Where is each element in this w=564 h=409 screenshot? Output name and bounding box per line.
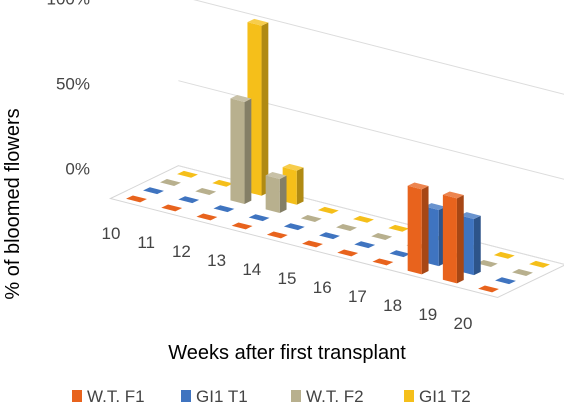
bar <box>212 179 234 187</box>
x-tick-label: 17 <box>348 287 367 306</box>
bar <box>478 285 499 293</box>
y-tick-label: 50% <box>56 75 90 94</box>
bar <box>160 179 181 186</box>
bar <box>493 251 515 259</box>
x-tick-label: 14 <box>242 260 261 279</box>
bar <box>529 260 550 268</box>
bar <box>231 222 253 230</box>
gridline-2 <box>193 0 564 95</box>
bar <box>178 196 200 204</box>
bar <box>196 213 218 221</box>
bar <box>337 249 359 257</box>
x-tick-label: 15 <box>278 269 297 288</box>
legend-label: W.T. F2 <box>306 387 364 406</box>
bar <box>230 95 252 204</box>
legend-label: W.T. F1 <box>87 387 145 406</box>
bar <box>126 195 147 203</box>
bar <box>388 224 410 232</box>
x-tick-label: 12 <box>172 242 191 261</box>
x-tick-label: 19 <box>418 305 437 324</box>
bar <box>442 191 464 284</box>
bar <box>266 231 288 239</box>
legend-swatch <box>72 390 82 402</box>
bar <box>213 205 235 213</box>
bar <box>283 223 305 231</box>
floor-plane <box>108 165 564 299</box>
bar <box>143 187 164 195</box>
legend-item: GI1 T1 <box>181 387 248 406</box>
bar <box>495 277 516 285</box>
bar <box>300 215 322 222</box>
bar <box>476 260 498 267</box>
x-axis-ticks: 10 11 12 13 14 15 16 17 18 19 20 <box>102 224 473 333</box>
bar <box>317 206 339 214</box>
legend-label: GI1 T2 <box>419 387 471 406</box>
bar <box>512 269 533 276</box>
bar <box>265 172 287 213</box>
x-tick-label: 11 <box>137 233 155 252</box>
y-axis-ticks: 0% 50% 100% <box>47 0 90 179</box>
bar <box>336 224 357 231</box>
legend-item: W.T. F1 <box>72 387 145 406</box>
bar <box>371 233 393 240</box>
bar <box>161 204 183 212</box>
bar <box>353 215 374 223</box>
legend-label: GI1 T1 <box>196 387 248 406</box>
bar <box>389 250 411 258</box>
legend-item: GI1 T2 <box>404 387 471 406</box>
bar <box>319 232 340 240</box>
bar <box>407 182 429 275</box>
legend-swatch <box>404 390 414 402</box>
bar <box>354 241 376 249</box>
legend-swatch <box>181 390 191 402</box>
bar <box>195 188 217 195</box>
legend-swatch <box>291 390 301 402</box>
bar <box>177 170 198 178</box>
legend-item: W.T. F2 <box>291 387 364 406</box>
legend: W.T. F1 GI1 T1 W.T. F2 GI1 T2 <box>72 387 471 406</box>
bar <box>248 214 270 222</box>
x-tick-label: 10 <box>102 224 121 243</box>
y-tick-label: 0% <box>65 160 90 179</box>
x-tick-label: 13 <box>207 251 226 270</box>
y-tick-label: 100% <box>47 0 90 9</box>
x-tick-label: 16 <box>313 278 332 297</box>
y-axis-title: % of bloomed flowers <box>2 108 24 299</box>
bar <box>302 240 323 248</box>
bar <box>372 258 394 266</box>
x-tick-label: 20 <box>454 314 473 333</box>
bars <box>126 18 550 293</box>
x-axis-title: Weeks after first transplant <box>168 342 406 364</box>
x-tick-label: 18 <box>383 296 402 315</box>
